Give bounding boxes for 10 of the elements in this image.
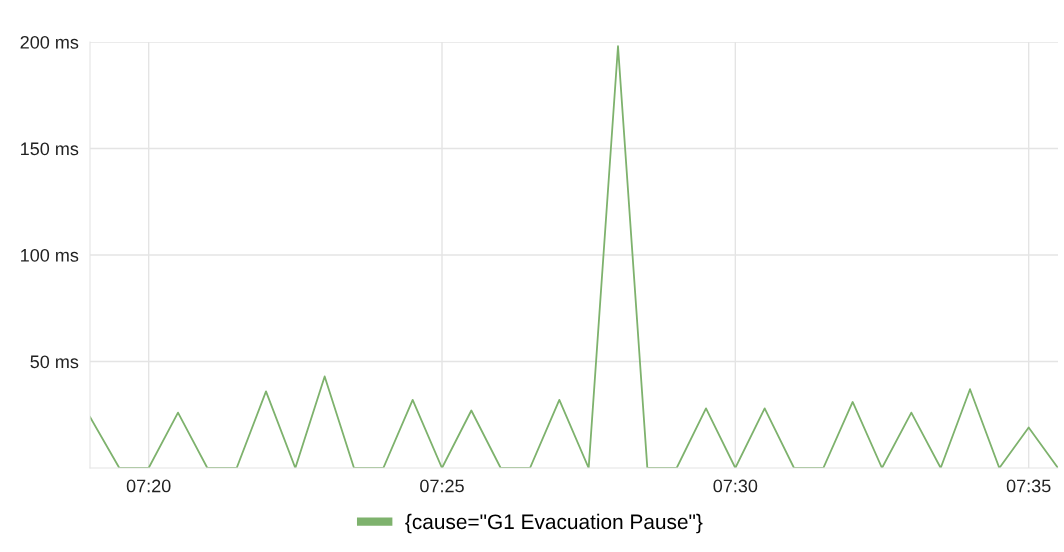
y-tick-label: 100 ms	[21, 248, 79, 262]
y-tick-label: 50 ms	[30, 355, 79, 369]
line-series	[90, 45, 1058, 468]
x-tick-label: 07:30	[713, 479, 758, 493]
x-tick-label: 07:20	[126, 479, 171, 493]
x-tick-label: 07:25	[420, 479, 464, 493]
x-tick-label: 07:35	[1006, 479, 1051, 493]
y-tick-label: 200 ms	[20, 35, 79, 49]
legend-label: {cause="G1 Evacuation Pause"}	[405, 513, 703, 534]
y-tick-label: 150 ms	[21, 142, 79, 156]
